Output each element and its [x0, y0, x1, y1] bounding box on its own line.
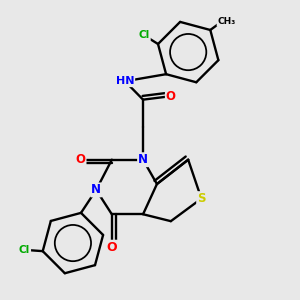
Text: N: N [138, 153, 148, 166]
Text: O: O [166, 90, 176, 103]
Text: O: O [76, 153, 85, 166]
Text: O: O [106, 241, 117, 254]
Text: HN: HN [116, 76, 134, 86]
Text: Cl: Cl [19, 245, 30, 255]
Text: Cl: Cl [139, 30, 150, 40]
Text: CH₃: CH₃ [218, 17, 236, 26]
Text: N: N [91, 183, 101, 196]
Text: S: S [197, 192, 206, 205]
